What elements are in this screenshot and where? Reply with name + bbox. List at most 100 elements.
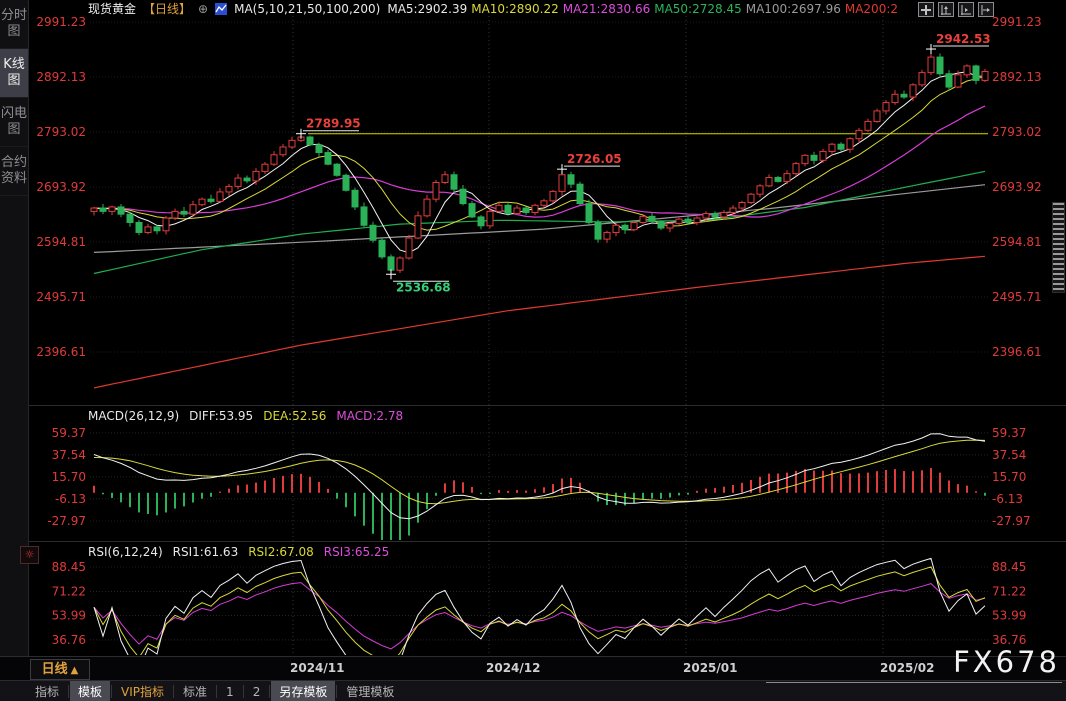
price-axis-label: 2396.61 — [36, 345, 86, 359]
ma-value-label: MA5:2902.39 — [387, 1, 468, 16]
main-price-chart[interactable] — [90, 49, 989, 389]
macd-axis-label: 37.54 — [52, 448, 86, 462]
toolbar-separator — [68, 685, 70, 698]
toolbar-separator — [173, 685, 175, 698]
date-tick-label: 2025/02 — [880, 661, 935, 675]
ma-values: MA5:2902.39 MA10:2890.22 MA21:2830.66 MA50:… — [387, 2, 902, 16]
toolbar-tab-2[interactable]: 2 — [252, 684, 261, 699]
rsi-axis-label: 88.45 — [992, 560, 1026, 574]
rsi-axis-label: 53.99 — [992, 609, 1026, 623]
price-axis-label: 2892.13 — [36, 70, 86, 84]
macd-chart[interactable] — [93, 433, 986, 546]
macd-axis-label: -6.13 — [992, 492, 1023, 506]
toolbar-tab-指标[interactable]: 指标 — [35, 685, 60, 699]
extreme-price-label: 2942.53 — [936, 32, 991, 46]
toolbar-tab-1[interactable]: 1 — [226, 684, 234, 699]
vertical-scrollbar[interactable] — [1052, 202, 1065, 293]
rsi-axis-label: 71.22 — [52, 584, 86, 598]
watermark: FX678 — [953, 645, 1060, 679]
extreme-price-label: 2789.95 — [306, 117, 361, 131]
price-axis-label: 2793.02 — [992, 125, 1042, 139]
toolbar-tab-另存模板[interactable]: 另存模板 — [271, 681, 336, 701]
price-axis-label: 2693.92 — [36, 180, 86, 194]
rsi-axis-label: 36.76 — [52, 633, 86, 647]
price-axis-label: 2594.81 — [36, 235, 86, 249]
macd-dea-value: DEA:52.56 — [263, 409, 327, 423]
macd-axis-label: 37.54 — [992, 448, 1026, 462]
period-selector[interactable]: 日线 ▲ — [30, 659, 90, 680]
price-axis-label: 2495.71 — [992, 290, 1042, 304]
macd-axis-label: 59.37 — [52, 426, 86, 440]
rsi3-value: RSI3:65.25 — [323, 545, 390, 559]
macd-params-label: MACD(26,12,9) — [88, 409, 180, 423]
rsi-chart[interactable] — [93, 557, 986, 681]
price-axis-label: 2892.13 — [992, 70, 1042, 84]
sidebar-tab-分时图[interactable]: 分时图 — [0, 0, 28, 49]
ma-value-label: MA10:2890.22 — [471, 1, 559, 16]
rsi2-value: RSI2:67.08 — [248, 545, 314, 559]
toolbar-tab-VIP指标[interactable]: VIP指标 — [121, 685, 165, 699]
price-axis-label: 2793.02 — [36, 125, 86, 139]
toolbar-separator — [242, 685, 244, 698]
price-annotations — [296, 44, 989, 282]
ma-value-label: MA50:2728.45 — [654, 1, 742, 16]
toolbar-tab-管理模板[interactable]: 管理模板 — [346, 685, 395, 699]
pan-right-icon[interactable] — [978, 2, 994, 17]
chart-type-icon[interactable] — [215, 2, 228, 15]
price-axis-label: 2991.23 — [36, 15, 86, 29]
chart-tools — [918, 2, 994, 17]
macd-axis-label: -27.97 — [992, 514, 1031, 528]
toolbar-separator — [111, 685, 113, 698]
macd-diff-value: DIFF:53.95 — [189, 409, 254, 423]
move-icon[interactable] — [918, 2, 934, 17]
period-arrow-icon: ▲ — [70, 665, 79, 676]
extreme-price-label: 2536.68 — [396, 280, 451, 294]
left-sidebar: 分时图 K线图 闪电图 合约资料 — [0, 0, 29, 656]
sidebar-tab-K线图[interactable]: K线图 — [0, 49, 28, 98]
watermark-underline — [766, 682, 1062, 683]
time-axis: 日线 ▲ 2024/11 2024/12 2025/01 2025/02 — [0, 656, 1066, 681]
period-badge[interactable]: 【日线】 — [143, 2, 192, 16]
ma-value-label: MA100:2697.96 — [745, 1, 841, 16]
toolbar-separator — [269, 685, 271, 698]
price-axis-label: 2495.71 — [36, 290, 86, 304]
price-axis-label: 2693.92 — [992, 180, 1042, 194]
date-tick-label: 2024/11 — [290, 661, 345, 675]
price-axis-label: 2991.23 — [992, 15, 1042, 29]
gridlines — [0, 16, 1066, 655]
price-axis-label: 2594.81 — [992, 235, 1042, 249]
toolbar-separator — [336, 685, 338, 698]
extreme-price-label: 2726.05 — [567, 152, 622, 166]
zoom-vertical-icon[interactable] — [938, 2, 954, 17]
period-label: 日线 — [41, 662, 68, 677]
toolbar-tab-模板[interactable]: 模板 — [70, 681, 111, 701]
bottom-toolbar: 指标 模板 VIP指标 标准 1 2 另存模板 管理模板 — [0, 680, 1066, 701]
macd-macd-value: MACD:2.78 — [336, 409, 404, 423]
sidebar-tab-合约资料[interactable]: 合约资料 — [0, 147, 28, 196]
ma-value-label: MA200:2 — [844, 1, 899, 16]
toolbar-tab-标准[interactable]: 标准 — [183, 685, 208, 699]
macd-axis-label: 15.70 — [992, 470, 1026, 484]
rsi-axis-label: 53.99 — [52, 609, 86, 623]
macd-axis-label: -27.97 — [47, 514, 86, 528]
add-indicator-icon[interactable]: ⊕ — [198, 1, 209, 16]
toolbar-separator — [216, 685, 218, 698]
date-tick-label: 2024/12 — [486, 661, 541, 675]
rsi-axis-label: 71.22 — [992, 584, 1026, 598]
price-axis-label: 2396.61 — [992, 345, 1042, 359]
ma-settings-label: MA(5,10,21,50,100,200) — [234, 1, 381, 16]
rsi1-value: RSI1:61.63 — [172, 545, 239, 559]
zoom-horizontal-icon[interactable] — [958, 2, 974, 17]
symbol-name: 现货黄金 — [88, 2, 137, 16]
date-tick-label: 2025/01 — [683, 661, 738, 675]
macd-axis-label: -6.13 — [55, 492, 86, 506]
chart-header: 现货黄金 【日线】 ⊕ MA(5,10,21,50,100,200) MA5:2… — [88, 1, 902, 17]
rsi-settings-icon[interactable]: ☼ — [20, 546, 39, 564]
sidebar-tab-闪电图[interactable]: 闪电图 — [0, 98, 28, 147]
macd-panel-title: MACD(26,12,9) DIFF:53.95 DEA:52.56 MACD:… — [88, 409, 403, 423]
rsi-axis-label: 88.45 — [52, 560, 86, 574]
ma-value-label: MA21:2830.66 — [562, 1, 651, 16]
macd-axis-label: 15.70 — [52, 470, 86, 484]
